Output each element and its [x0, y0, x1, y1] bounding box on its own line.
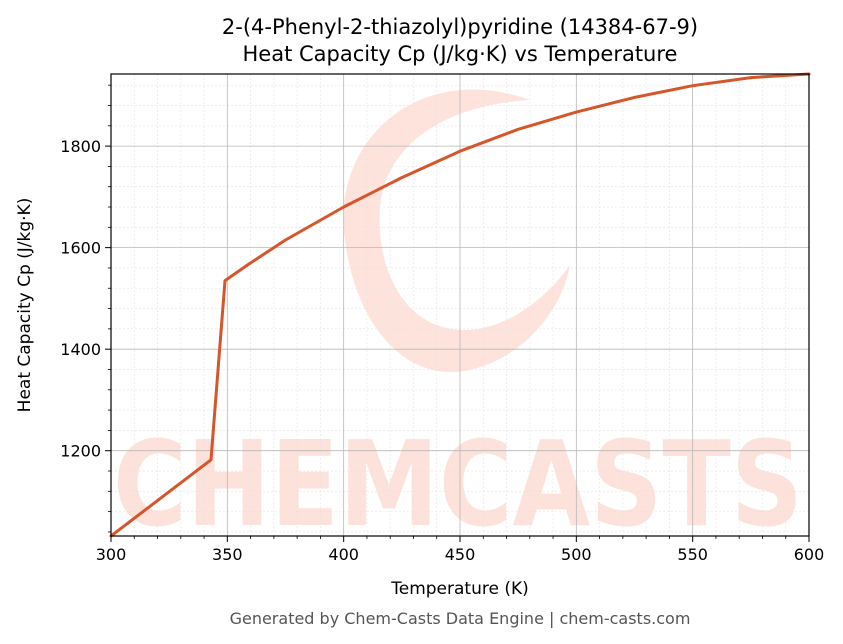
x-tick-label: 600 — [794, 545, 825, 564]
chart-title: 2-(4-Phenyl-2-thiazolyl)pyridine (14384-… — [222, 15, 698, 39]
x-tick-label: 550 — [677, 545, 708, 564]
x-tick-label: 450 — [445, 545, 476, 564]
y-axis-label: Heat Capacity Cp (J/kg·K) — [15, 198, 35, 413]
y-tick-label: 1400 — [60, 340, 101, 359]
footer-credit: Generated by Chem-Casts Data Engine | ch… — [230, 609, 691, 628]
chart-subtitle: Heat Capacity Cp (J/kg·K) vs Temperature — [243, 42, 678, 66]
x-axis-ticks: 300 350 400 450 500 550 600 — [96, 536, 825, 564]
heat-capacity-line — [109, 72, 811, 538]
x-tick-label: 400 — [328, 545, 359, 564]
x-tick-label: 350 — [212, 545, 243, 564]
y-axis-ticks: 1200 1400 1600 1800 — [60, 84, 111, 533]
y-tick-label: 1200 — [60, 442, 101, 461]
x-tick-label: 500 — [561, 545, 592, 564]
y-tick-label: 1800 — [60, 137, 101, 156]
x-axis-label: Temperature (K) — [390, 579, 529, 599]
watermark-text: CHEMCASTS — [113, 415, 803, 553]
x-tick-label: 300 — [96, 545, 127, 564]
series-layer — [109, 72, 811, 538]
y-tick-label: 1600 — [60, 239, 101, 258]
watermark-swoosh — [343, 89, 570, 373]
watermark-logo: CHEMCASTS — [113, 89, 803, 553]
